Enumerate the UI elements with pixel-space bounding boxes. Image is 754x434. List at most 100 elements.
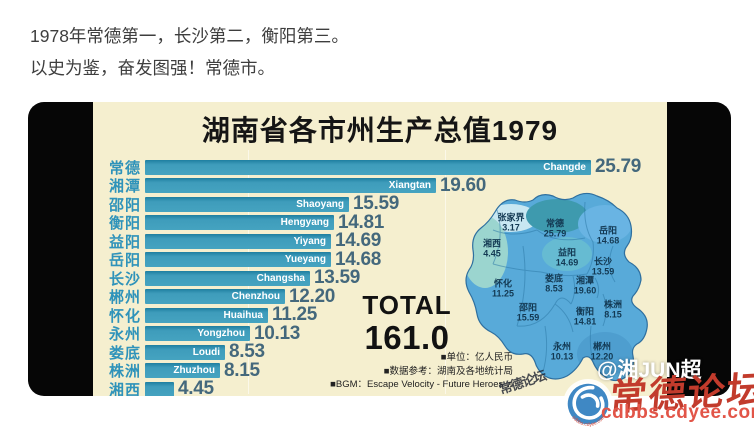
chart-notes: ■单位：亿人民币 ■数据参考：湖南及各地统计局 ■BGM：Escape Veloci… [330, 351, 513, 392]
map-region-name: 株洲 [603, 299, 623, 310]
bar-label-en: Chenzhou [231, 291, 280, 303]
map-region-value: 25.79 [543, 228, 567, 238]
chart-title: 湖南省各市州生产总值1979 [201, 115, 559, 146]
bar-row: 衡阳 Hengyang 14.81 [93, 211, 667, 233]
bar-label-en: Zhuzhou [173, 365, 215, 377]
total-value: 161.0 [364, 319, 450, 356]
map-region-label: 怀化 11.25 [491, 278, 515, 299]
map-region-value: 14.68 [596, 235, 620, 245]
forum-url-watermark: cdbbs.cdyee.com [601, 402, 754, 423]
map-region-label: 湘西 4.45 [483, 239, 501, 259]
bar: Chenzhou [145, 289, 285, 305]
bar-label-cn: 常德 [109, 159, 142, 177]
bar: Huaihua [145, 307, 268, 323]
bar-value: 19.60 [440, 174, 487, 196]
bar-label-cn: 娄底 [109, 344, 142, 362]
post-line-1: 1978年常德第一，长沙第二，衡阳第三。 [30, 26, 349, 46]
post-line-2: 以史为鉴，奋发图强！常德市。 [30, 58, 275, 78]
bar-value: 15.59 [353, 193, 400, 215]
bar: Changsha [145, 270, 310, 286]
map-region-name: 郴州 [592, 341, 611, 352]
map-region-name: 永州 [552, 341, 571, 352]
bar-label-en: Loudi [192, 346, 220, 358]
map-region-name: 怀化 [493, 278, 512, 289]
bar-label-en: Yueyang [284, 254, 326, 266]
map-region-value: 13.59 [591, 266, 615, 276]
bar-value: 12.20 [289, 285, 336, 307]
bar-label-en: Shaoyang [296, 198, 344, 210]
total-label: TOTAL [362, 290, 452, 320]
total-block: TOTAL 161.0 [355, 290, 459, 356]
video-card[interactable]: 湖南省各市州生产总值1979 常德 Changde 25.79 湘潭 Xiang… [28, 102, 731, 396]
map-region-name: 娄底 [544, 273, 564, 284]
bar-label-cn: 永州 [109, 326, 142, 344]
bar-row: 株洲 Zhuzhou 8.15 [93, 359, 667, 381]
map-region-value: 15.59 [516, 312, 540, 322]
bar-label-cn: 株洲 [109, 363, 142, 381]
chart-note: ■单位：亿人民币 [440, 352, 513, 363]
bar-label-en: Huaihua [223, 309, 263, 321]
map-region-label: 郴州 12.20 [590, 341, 614, 362]
bar-value: 14.68 [335, 248, 382, 270]
bar-label-cn: 益阳 [109, 233, 142, 251]
bar [145, 381, 174, 396]
bar-value: 13.59 [314, 267, 361, 289]
bar-row: 湘潭 Xiangtan 19.60 [93, 174, 667, 196]
bar-row: 岳阳 Yueyang 14.68 [93, 248, 667, 270]
chart-panel: 湖南省各市州生产总值1979 常德 Changde 25.79 湘潭 Xiang… [93, 102, 667, 396]
bar-row: 永州 Yongzhou 10.13 [93, 322, 667, 344]
map-region-label: 株洲 8.15 [603, 299, 623, 320]
map-region-label: 永州 10.13 [550, 341, 574, 362]
bar-label-en: Hengyang [280, 217, 329, 229]
bar-label-cn: 长沙 [109, 270, 142, 288]
map-region-name: 张家界 [497, 212, 525, 223]
map-region-value: 14.69 [555, 257, 579, 267]
map-region-value: 10.13 [550, 351, 574, 361]
bar-label-en: Changsha [256, 272, 305, 284]
map-region-value: 19.60 [573, 285, 597, 295]
map-region-name: 湘潭 [575, 275, 594, 286]
bar-label-en: Xiangtan [388, 180, 431, 192]
bar-row: 娄底 Loudi 8.53 [93, 341, 667, 363]
map-region-name: 岳阳 [598, 225, 617, 236]
forum-logo-icon: cdbbs.cdyee.com [563, 379, 613, 432]
bar-value: 8.53 [229, 341, 265, 363]
bar: Changde [145, 159, 591, 175]
bar: Zhuzhou [145, 363, 220, 379]
bar: Shaoyang [145, 196, 349, 212]
bar-value: 11.25 [272, 304, 317, 326]
map-region-name: 邵阳 [518, 302, 537, 313]
map-region-value: 3.17 [502, 222, 520, 232]
bar-label-cn: 岳阳 [109, 252, 142, 270]
hunan-map-svg [465, 192, 648, 382]
map-region-value: 11.25 [491, 288, 515, 298]
bar-value: 4.45 [178, 378, 214, 396]
bar-value: 14.81 [338, 211, 385, 233]
bar-row: 常德 Changde 25.79 [93, 156, 667, 177]
map-region-label: 岳阳 14.68 [596, 225, 620, 246]
bar: Loudi [145, 344, 225, 360]
map-region-label: 长沙 13.59 [591, 257, 615, 277]
hunan-map: 张家界 3.17 常德 25.79 岳阳 14.68 湘西 4.45 益阳 14… [445, 186, 665, 394]
map-region-label: 张家界 3.17 [497, 212, 525, 233]
bar: Hengyang [145, 215, 334, 231]
bar-value: 10.13 [254, 322, 301, 344]
map-region-label: 湘潭 19.60 [573, 275, 597, 296]
bar-value: 8.15 [224, 359, 260, 381]
map-region-name: 衡阳 [575, 306, 594, 317]
bar-row: 长沙 Changsha 13.59 [93, 267, 667, 289]
post-text: 1978年常德第一，长沙第二，衡阳第三。 以史为鉴，奋发图强！常德市。 [30, 20, 730, 84]
map-region-label: 益阳 14.69 [555, 248, 579, 268]
bar: Yongzhou [145, 326, 250, 342]
map-region-value: 12.20 [590, 351, 614, 361]
bar-row: 湘西 4.45 [93, 378, 667, 396]
bar-label-cn: 衡阳 [109, 215, 142, 233]
gridline [445, 150, 446, 394]
bar-row: 邵阳 Shaoyang 15.59 [93, 193, 667, 215]
bar-value: 14.69 [335, 230, 382, 252]
bar-label-en: Yiyang [293, 235, 326, 247]
bar-label-en: Changde [543, 161, 586, 173]
chart-note: ■BGM：Escape Velocity - Future Heroes ♫ [330, 379, 513, 390]
bar-label-cn: 湘西 [109, 381, 142, 396]
